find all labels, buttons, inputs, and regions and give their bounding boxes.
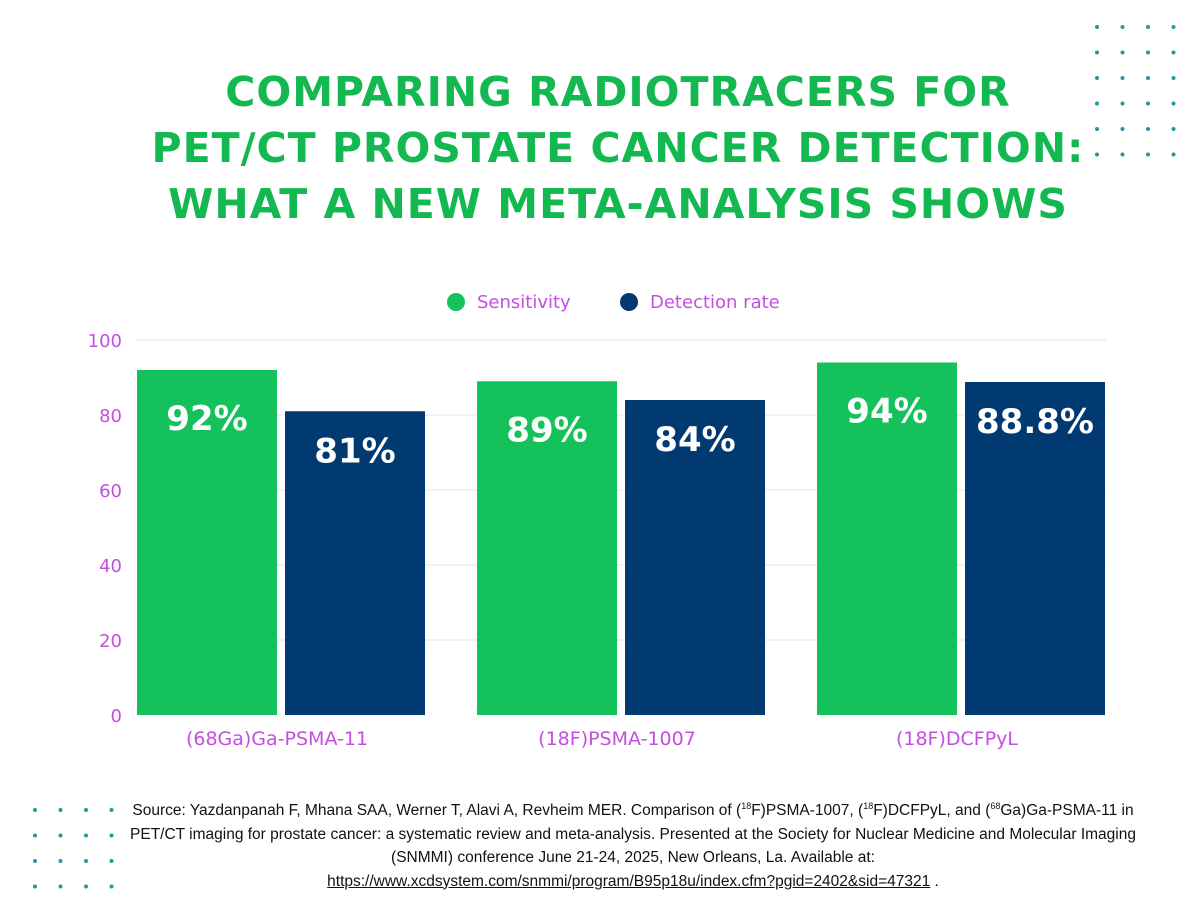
x-tick-label: (18F)PSMA-1007	[538, 728, 696, 750]
decorative-dot	[33, 859, 37, 863]
decorative-dots-bottom-left	[33, 808, 114, 893]
decorative-dot	[1171, 152, 1176, 157]
bar	[625, 400, 765, 715]
decorative-dot	[1120, 76, 1125, 80]
source-link[interactable]: https://www.xcdsystem.com/snmmi/program/…	[327, 872, 931, 890]
decorative-dot	[1171, 50, 1176, 55]
decorative-dot	[109, 859, 114, 863]
title-line-1: COMPARING RADIOTRACERS FOR	[225, 68, 1011, 116]
bar-value-label: 81%	[314, 431, 395, 471]
bar	[477, 381, 617, 715]
decorative-dot	[109, 833, 114, 838]
bar	[965, 382, 1105, 715]
title-line-2: PET/CT PROSTATE CANCER DETECTION:	[151, 124, 1085, 172]
chart-title: COMPARING RADIOTRACERS FOR PET/CT PROSTA…	[100, 64, 1136, 232]
decorative-dot	[1146, 127, 1150, 131]
source-text-4: Ga)Ga-PSMA-11 in PET/CT imaging for pros…	[130, 802, 1136, 866]
x-tick-label: (68Ga)Ga-PSMA-11	[186, 728, 368, 750]
decorative-dot	[1120, 25, 1125, 29]
decorative-dot	[1095, 127, 1099, 131]
bar-chart: 0 20 40 60 80 100 Sensitivity Detection rate 92%…	[88, 292, 1106, 750]
y-tick-label: 40	[99, 556, 122, 577]
bar	[137, 370, 277, 715]
decorative-dots-top-right	[1095, 25, 1176, 161]
decorative-dot	[58, 808, 63, 812]
bar-value-label: 92%	[166, 399, 247, 439]
legend-label: Sensitivity	[477, 292, 571, 313]
bar	[285, 411, 425, 715]
decorative-dot	[84, 833, 88, 838]
decorative-dot	[1146, 76, 1150, 80]
bar	[817, 362, 957, 715]
decorative-dot	[1095, 152, 1099, 157]
decorative-dot	[109, 884, 114, 889]
bar-value-label: 94%	[846, 392, 927, 432]
decorative-dot	[33, 808, 37, 812]
decorative-dot	[58, 884, 63, 889]
decorative-dot	[1095, 50, 1099, 55]
decorative-dot	[1171, 76, 1176, 80]
source-sup-1: 18	[741, 800, 752, 811]
decorative-dot	[1095, 25, 1099, 29]
decorative-dot	[1146, 152, 1150, 157]
decorative-dot	[1095, 101, 1099, 106]
decorative-dot	[1120, 152, 1125, 157]
legend-label: Detection rate	[650, 292, 780, 313]
decorative-dot	[1171, 127, 1176, 131]
decorative-dot	[1120, 127, 1125, 131]
source-text-1: Source: Yazdanpanah F, Mhana SAA, Werner…	[132, 802, 742, 819]
decorative-dot	[1095, 76, 1099, 80]
decorative-dot	[1146, 50, 1150, 55]
bar-value-label: 84%	[654, 420, 735, 460]
bar-value-label: 88.8%	[976, 402, 1094, 442]
decorative-dot	[1120, 101, 1125, 106]
title-line-3: WHAT A NEW META-ANALYSIS SHOWS	[168, 180, 1068, 228]
bar-value-label: 89%	[506, 410, 587, 450]
source-text-5: .	[930, 872, 939, 890]
decorative-dot	[33, 833, 37, 838]
decorative-dot	[84, 884, 88, 889]
source-sup-2: 18	[863, 800, 874, 811]
decorative-dot	[109, 808, 114, 812]
decorative-dot	[1171, 25, 1176, 29]
source-text-3: F)DCFPyL, and (	[873, 802, 991, 819]
source-text-2: F)PSMA-1007, (	[751, 802, 864, 819]
y-tick-label: 0	[111, 706, 122, 727]
y-tick-label: 60	[99, 481, 122, 502]
source-sup-3: 68	[990, 800, 1001, 811]
x-tick-label: (18F)DCFPyL	[896, 728, 1018, 750]
decorative-dot	[33, 884, 37, 889]
decorative-dot	[1120, 50, 1125, 55]
source-citation: Source: Yazdanpanah F, Mhana SAA, Werner…	[118, 799, 1148, 893]
legend-marker-sensitivity	[447, 293, 465, 311]
decorative-dot	[1146, 25, 1150, 29]
legend-marker-detection-rate	[620, 293, 638, 311]
decorative-dot	[58, 859, 63, 863]
y-tick-label: 80	[99, 406, 122, 427]
decorative-dot	[1171, 101, 1176, 106]
decorative-dot	[1146, 101, 1150, 106]
y-tick-label: 20	[99, 631, 122, 652]
decorative-dot	[58, 833, 63, 838]
y-tick-label: 100	[88, 331, 122, 352]
decorative-dot	[84, 808, 88, 812]
decorative-dot	[84, 859, 88, 863]
